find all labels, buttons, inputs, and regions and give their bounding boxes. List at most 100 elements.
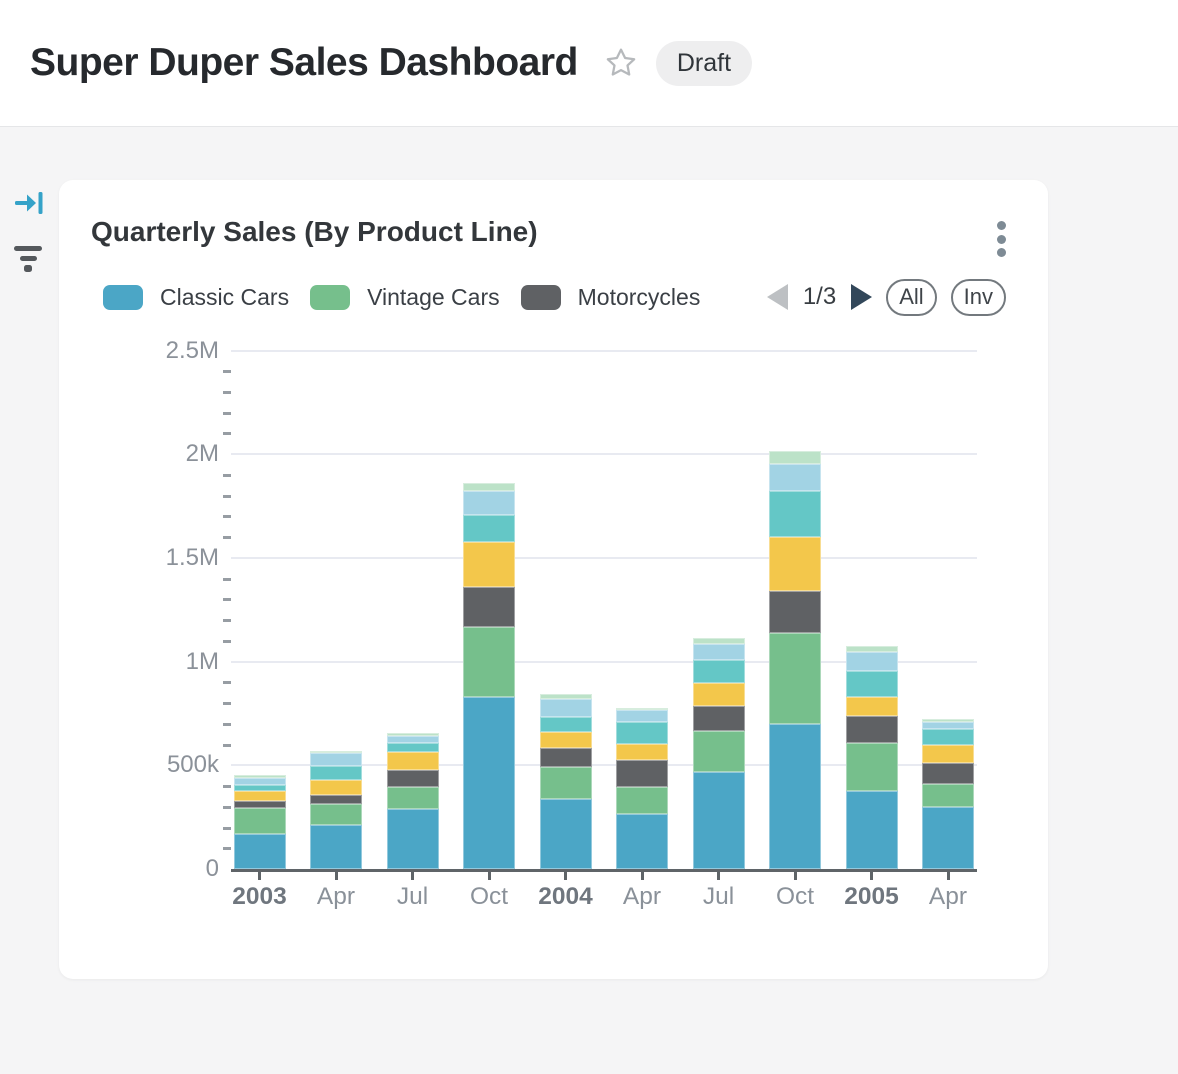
bar-segment[interactable] [692, 644, 745, 660]
bar-segment[interactable] [539, 799, 592, 869]
bar-segment[interactable] [463, 515, 515, 543]
bar-segment[interactable] [386, 809, 439, 869]
bar-segment[interactable] [463, 542, 515, 587]
bar-segment[interactable] [845, 697, 898, 716]
bar-segment[interactable] [922, 718, 974, 722]
y-minor-tick [223, 702, 231, 706]
bar-segment[interactable] [310, 794, 362, 804]
bar-segment[interactable] [310, 824, 362, 869]
bar-segment[interactable] [922, 763, 974, 784]
bar-segment[interactable] [386, 786, 439, 810]
bar-segment[interactable] [539, 716, 592, 733]
bar-segment[interactable] [769, 536, 821, 592]
bar-segment[interactable] [233, 778, 286, 785]
bar-segment[interactable] [233, 790, 286, 801]
bar-segment[interactable] [845, 671, 898, 698]
bar-segment[interactable] [769, 591, 821, 634]
filter-button[interactable] [14, 246, 42, 272]
bar-segment[interactable] [386, 736, 439, 743]
x-axis-tick [334, 872, 338, 880]
bar-segment[interactable] [539, 698, 592, 717]
x-axis-label: 2003 [232, 883, 287, 910]
bar-segment[interactable] [616, 760, 668, 787]
bar-segment[interactable] [233, 784, 286, 791]
bar-segment[interactable] [769, 491, 821, 537]
bar-segment[interactable] [310, 753, 362, 767]
bar-segment[interactable] [922, 729, 974, 745]
bar-segment[interactable] [922, 806, 974, 869]
y-minor-tick [223, 785, 231, 789]
x-axis-label: Apr [928, 883, 968, 910]
y-minor-tick [223, 639, 231, 643]
bar-segment[interactable] [463, 697, 515, 869]
bar-segment[interactable] [692, 682, 745, 706]
bar-segment[interactable] [845, 645, 898, 653]
bar-segment[interactable] [233, 775, 286, 779]
bar-segment[interactable] [769, 723, 821, 869]
legend-item[interactable]: Vintage Cars [310, 284, 500, 311]
legend-all-button[interactable]: All [886, 278, 937, 316]
legend-next-icon[interactable] [851, 284, 873, 310]
bar-segment[interactable] [233, 808, 286, 834]
bar-segment[interactable] [616, 744, 668, 761]
bar-segment[interactable] [539, 747, 592, 767]
bar-segment[interactable] [386, 752, 439, 771]
bar-segment[interactable] [233, 833, 286, 869]
y-minor-tick [223, 494, 231, 498]
chart-plot: 0 500k 1M 1.5M 2M 2.5M 2003 Apr Jul Oct 2004 Apr Jul… [59, 180, 1048, 979]
bar-segment[interactable] [616, 722, 668, 745]
x-axis-label: Apr [622, 883, 662, 910]
bar-segment[interactable] [922, 744, 974, 764]
legend-item[interactable]: Classic Cars [103, 284, 289, 311]
bar-segment[interactable] [769, 450, 821, 464]
bar-segment[interactable] [692, 705, 745, 731]
bar-segment[interactable] [769, 633, 821, 724]
bar-segment[interactable] [692, 659, 745, 683]
bar-segment[interactable] [922, 783, 974, 807]
bar-segment[interactable] [692, 637, 745, 645]
bar-segment[interactable] [463, 483, 515, 491]
bar-segment[interactable] [692, 771, 745, 869]
card-menu-button[interactable] [990, 216, 1012, 262]
y-minor-tick [223, 515, 231, 519]
legend-prev-icon[interactable] [766, 284, 788, 310]
bar-segment[interactable] [233, 800, 286, 808]
bar-segment[interactable] [616, 707, 668, 711]
x-axis-label: Oct [775, 883, 815, 910]
bar-segment[interactable] [386, 732, 439, 737]
bar-segment[interactable] [616, 710, 668, 723]
bar-segment[interactable] [310, 750, 362, 754]
collapse-panel-button[interactable] [14, 190, 44, 216]
bar-segment[interactable] [386, 770, 439, 787]
favorite-star-button[interactable] [604, 46, 638, 80]
bar-segment[interactable] [845, 652, 898, 672]
bar-segment[interactable] [463, 626, 515, 698]
legend-inv-button[interactable]: Inv [950, 278, 1006, 316]
bar-segment[interactable] [616, 814, 668, 869]
legend-item[interactable]: Motorcycles [520, 283, 701, 311]
bar-segment[interactable] [845, 715, 898, 744]
bar-segment[interactable] [463, 490, 515, 516]
bar-segment[interactable] [463, 586, 515, 627]
x-axis-tick [487, 872, 491, 880]
bar-segment[interactable] [539, 766, 592, 800]
status-badge: Draft [655, 40, 753, 86]
y-axis-label: 0 [205, 855, 219, 882]
bar-segment[interactable] [310, 803, 362, 825]
y-minor-tick [223, 826, 231, 830]
bar-segment[interactable] [539, 732, 592, 748]
bar-segment[interactable] [769, 463, 821, 492]
bar-segment[interactable] [539, 694, 592, 699]
legend-page-indicator: 1/3 [802, 283, 837, 310]
legend-label: Motorcycles [577, 283, 701, 310]
bar-segment[interactable] [616, 786, 668, 815]
bar-segment[interactable] [922, 721, 974, 729]
bar-segment[interactable] [386, 742, 439, 753]
bar-segment[interactable] [310, 766, 362, 781]
arrow-to-bar-icon [15, 192, 43, 214]
bar-segment[interactable] [310, 780, 362, 795]
bar-segment[interactable] [845, 790, 898, 869]
bar-segment[interactable] [845, 743, 898, 791]
bar-segment[interactable] [692, 730, 745, 772]
x-axis-tick [946, 872, 950, 880]
